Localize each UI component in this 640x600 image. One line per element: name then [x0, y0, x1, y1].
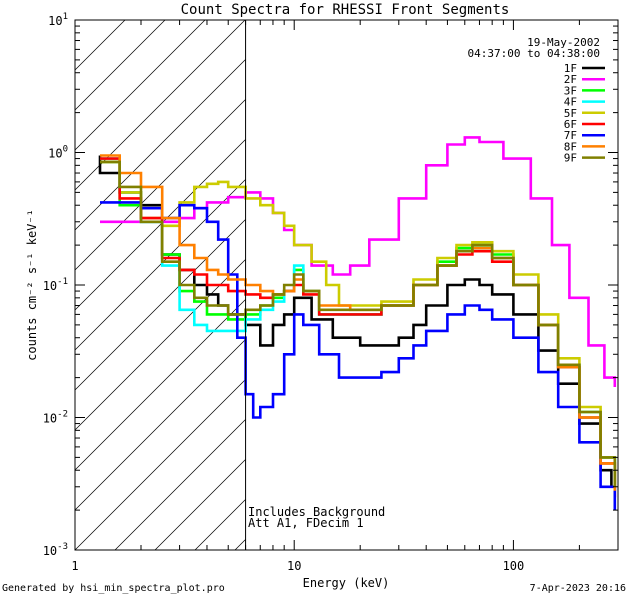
y-axis-label: counts cm⁻² s⁻¹ keV⁻¹	[25, 209, 39, 361]
series-line-9F	[100, 160, 617, 487]
series-layer	[98, 136, 617, 511]
x-tick-label: 10	[287, 559, 301, 573]
series-line-7F	[100, 201, 617, 511]
footer-generator: Generated by hsi_min_spectra_plot.pro	[2, 583, 225, 594]
legend-label-3F: 3F	[564, 84, 577, 97]
observation-date: 19-May-2002	[527, 36, 600, 49]
legend-label-8F: 8F	[564, 140, 577, 153]
annotation-background: Includes Background	[248, 505, 385, 519]
hatch-line	[75, 20, 206, 151]
legend-label-4F: 4F	[564, 96, 577, 109]
hatch-line	[75, 138, 246, 311]
legend-label-6F: 6F	[564, 118, 577, 131]
attenuated-region-hatch	[75, 20, 640, 550]
x-axis-label: Energy (keV)	[303, 576, 390, 590]
x-tick-label: 1	[71, 559, 78, 573]
annotation-attenuator: Att A1, FDecim 1	[248, 516, 364, 530]
y-tick-label: 101	[48, 12, 68, 28]
footer-timestamp: 7-Apr-2023 20:16	[529, 583, 626, 594]
hatch-line	[75, 98, 246, 271]
hatch-line	[75, 178, 246, 351]
series-line-5F	[100, 160, 617, 487]
axis-ticks	[74, 20, 619, 551]
hatch-line	[355, 20, 640, 550]
series-line-1F	[98, 155, 613, 487]
observation-time-range: 04:37:00 to 04:38:00	[468, 47, 600, 60]
hatch-line	[75, 20, 246, 191]
x-tick-labels: 1 10 100	[71, 559, 524, 573]
legend-label-7F: 7F	[564, 129, 577, 142]
y-tick-label: 100	[48, 145, 68, 161]
hatch-line	[154, 458, 246, 550]
legend-label-1F: 1F	[564, 62, 577, 75]
chart-title: Count Spectra for RHESSI Front Segments	[181, 2, 510, 18]
hatch-line	[315, 20, 640, 550]
hatch-line	[75, 338, 246, 511]
series-line-2F	[100, 136, 617, 387]
hatch-line	[114, 418, 246, 550]
x-tick-label: 100	[503, 559, 525, 573]
hatch-line	[75, 378, 246, 550]
hatch-line	[75, 298, 246, 471]
hatch-line	[75, 58, 246, 231]
legend-label-2F: 2F	[564, 73, 577, 86]
legend-label-9F: 9F	[564, 152, 577, 165]
y-tick-label: 10-1	[43, 277, 68, 293]
y-tick-labels: 10-3 10-2 10-1 100 101	[43, 12, 68, 558]
y-tick-label: 10-3	[43, 542, 68, 558]
hatch-line	[75, 20, 166, 111]
y-tick-label: 10-2	[43, 410, 68, 426]
legend-label-5F: 5F	[564, 107, 577, 120]
